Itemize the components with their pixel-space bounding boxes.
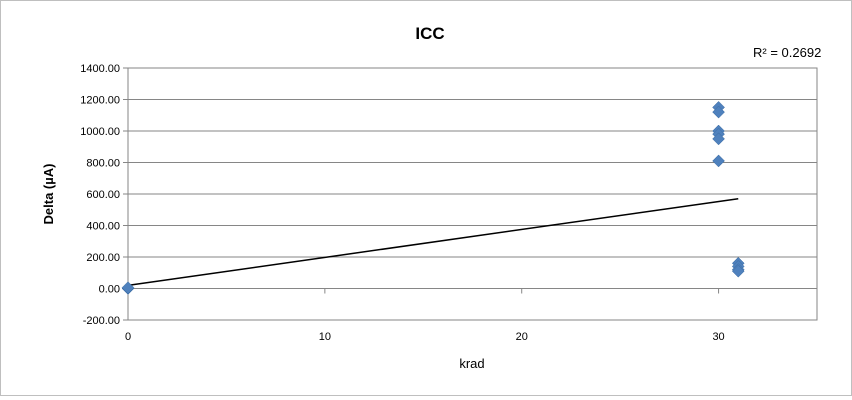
x-tick-label: 20 <box>516 331 528 343</box>
r-squared-label: R² = 0.2692 <box>753 45 821 60</box>
y-tick-label: 200.00 <box>86 252 120 264</box>
y-tick-label: 1000.00 <box>80 126 120 138</box>
y-tick-label: 400.00 <box>86 221 120 233</box>
x-axis-label: krad <box>459 356 484 371</box>
data-points <box>121 101 745 295</box>
chart-title: ICC <box>415 24 444 43</box>
y-axis-label: Delta (µA) <box>41 164 56 225</box>
y-tick-label: -200.00 <box>83 315 120 327</box>
y-tick-label: 800.00 <box>86 158 120 170</box>
trendline <box>127 197 739 287</box>
x-tick-label: 0 <box>125 331 131 343</box>
data-point <box>712 132 725 146</box>
y-axis-ticks: -200.00 0.00 200.00 400.00 600.00 800.00 1000.… <box>80 63 128 327</box>
data-point <box>121 281 135 295</box>
data-point <box>712 105 725 119</box>
data-point <box>712 154 725 168</box>
data-point <box>731 264 745 278</box>
x-tick-label: 30 <box>712 331 724 343</box>
y-tick-label: 0.00 <box>99 284 120 296</box>
y-tick-label: 1400.00 <box>80 63 120 75</box>
y-tick-label: 600.00 <box>86 189 120 201</box>
y-tick-label: 1200.00 <box>80 95 120 107</box>
x-tick-label: 10 <box>319 331 331 343</box>
